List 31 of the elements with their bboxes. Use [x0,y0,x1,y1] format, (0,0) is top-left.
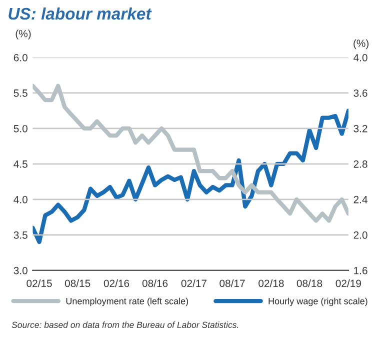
chart-title: US: labour market [8,7,152,20]
y2-tick-label: 3.2 [354,124,368,132]
y2-tick-label: 2.4 [354,196,368,204]
y2-tick-label: 2.8 [354,160,368,168]
y-axis-title: (%) [16,30,31,40]
y2-tick-label: 1.6 [354,266,368,274]
x-tick-label: 02/15 [26,279,52,288]
source-note: Source: based on data from the Bureau of Labor Statistics. [12,322,238,328]
y2-tick-label: 4.0 [354,54,368,62]
legend-label: Hourly wage (right scale) [268,298,368,306]
x-tick-label: 08/15 [64,279,90,288]
x-tick-label: 08/17 [220,279,245,288]
line-series [32,108,348,244]
y-tick-label: 4.0 [14,196,28,204]
y-tick-label: 6.0 [14,54,28,62]
y2-tick-label: 3.6 [354,89,368,97]
line-series [32,84,348,223]
x-tick-label: 02/17 [181,279,206,288]
y-tick-label: 3.0 [14,266,28,274]
x-tick-label: 02/18 [258,279,284,288]
y-tick-label: 5.0 [14,124,28,132]
y2-tick-label: 2.0 [354,231,368,239]
y2-axis-title: (%) [354,39,369,50]
x-tick-label: 08/18 [296,279,322,288]
x-tick-label: 02/16 [104,279,130,288]
y-tick-label: 3.5 [14,231,28,239]
y-tick-label: 4.5 [14,160,28,168]
x-tick-label: 08/16 [142,279,168,288]
x-tick-label: 02/19 [336,279,361,288]
y-tick-label: 5.5 [14,90,28,97]
legend-label: Unemployment rate (left scale) [66,298,188,306]
